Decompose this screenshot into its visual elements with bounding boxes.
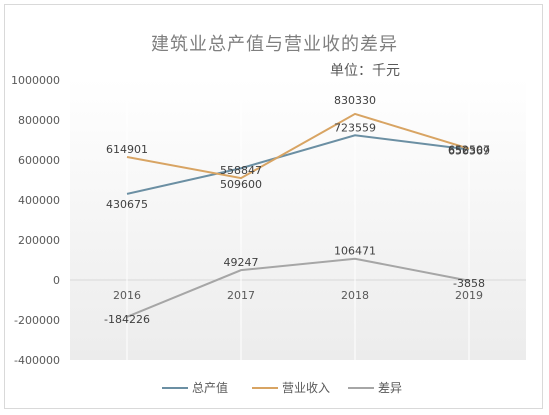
data-label: -3858 bbox=[453, 277, 485, 290]
y-tick-label: 0 bbox=[53, 274, 60, 287]
y-tick-label: 800000 bbox=[18, 114, 60, 127]
y-tick-label: 600000 bbox=[18, 154, 60, 167]
data-label: -184226 bbox=[104, 313, 150, 326]
y-tick-label: -200000 bbox=[14, 314, 60, 327]
series-line-2 bbox=[126, 257, 470, 318]
x-tick-label: 2018 bbox=[341, 289, 369, 302]
data-label: 656369 bbox=[448, 145, 490, 158]
data-label: 723559 bbox=[334, 121, 376, 134]
series-line-0 bbox=[126, 134, 470, 195]
legend-label: 差异 bbox=[378, 381, 402, 395]
y-tick-label: 1000000 bbox=[11, 74, 60, 87]
data-label: 558847 bbox=[220, 164, 262, 177]
chart-subtitle: 单位：千元 bbox=[330, 63, 400, 79]
x-tick-label: 2016 bbox=[113, 289, 141, 302]
x-tick-label: 2017 bbox=[227, 289, 255, 302]
data-label: 49247 bbox=[224, 256, 259, 269]
data-label: 106471 bbox=[334, 245, 376, 258]
y-tick-label: 400000 bbox=[18, 194, 60, 207]
y-tick-label: -400000 bbox=[14, 354, 60, 367]
data-label: 509600 bbox=[220, 178, 262, 191]
legend-label: 营业收入 bbox=[282, 381, 330, 395]
y-tick-label: 200000 bbox=[18, 234, 60, 247]
plot-area bbox=[70, 78, 526, 360]
data-label: 614901 bbox=[106, 143, 148, 156]
legend-label: 总产值 bbox=[192, 380, 228, 395]
data-label: 830330 bbox=[334, 94, 376, 107]
series-line-1 bbox=[126, 112, 470, 180]
data-label: 652507 bbox=[448, 143, 490, 156]
data-label: 430675 bbox=[106, 198, 148, 211]
chart-title: 建筑业总产值与营业收的差异 bbox=[151, 34, 398, 55]
x-tick-label: 2019 bbox=[455, 289, 483, 302]
